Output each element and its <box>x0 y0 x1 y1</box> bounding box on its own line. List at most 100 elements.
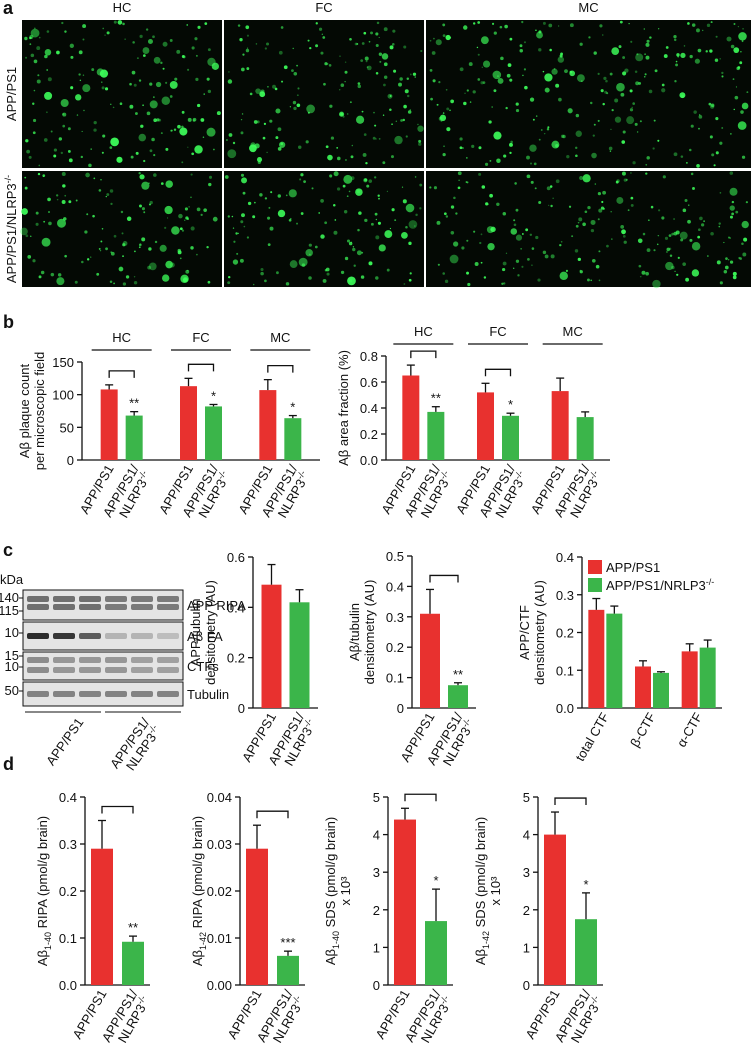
significance: ** <box>431 391 441 406</box>
blot-band <box>53 691 75 697</box>
plaque-spot <box>82 38 85 41</box>
significance: ** <box>453 667 463 682</box>
plaque-spot <box>191 46 195 50</box>
plaque-spot <box>44 91 53 100</box>
significance-bracket <box>404 793 437 802</box>
plaque-spot <box>642 232 646 236</box>
marker-label: 15 <box>5 648 19 663</box>
plaque-spot <box>709 49 713 53</box>
plaque-spot <box>260 267 264 272</box>
plaque-spot <box>153 96 155 98</box>
plaque-spot <box>709 135 713 139</box>
plaque-spot <box>274 87 278 91</box>
plaque-spot <box>260 271 264 276</box>
plaque-spot <box>132 41 135 44</box>
plaque-spot <box>562 134 566 139</box>
plaque-spot <box>560 52 563 56</box>
marker-label: 10 <box>5 625 19 640</box>
plaque-spot <box>232 141 236 145</box>
plaque-spot <box>469 101 472 103</box>
plaque-spot <box>636 131 639 133</box>
row-label: APP/PS1/NLRP3-/- <box>3 175 19 283</box>
blot-band <box>131 667 153 673</box>
plaque-spot <box>484 162 489 166</box>
plaque-spot <box>228 275 231 279</box>
plaque-spot <box>356 42 359 45</box>
plaque-spot <box>257 160 261 165</box>
plaque-spot <box>696 164 700 168</box>
plaque-spot <box>487 242 495 251</box>
blot-band <box>53 667 75 673</box>
micrograph <box>426 171 751 287</box>
plaque-spot <box>64 254 67 258</box>
plaque-spot <box>35 222 39 226</box>
plaque-spot <box>505 252 508 254</box>
plaque-spot <box>161 96 171 105</box>
text-part: RIPA (pmol/g brain) <box>190 816 205 932</box>
plaque-spot <box>636 53 639 56</box>
plaque-spot <box>409 272 412 275</box>
plaque-spot <box>529 233 533 236</box>
plaque-spot <box>538 138 541 141</box>
plaque-spot <box>112 106 115 109</box>
y-tick-label: 100 <box>52 388 74 403</box>
plaque-spot <box>676 53 680 57</box>
plaque-spot <box>648 89 653 94</box>
plaque-spot <box>569 70 573 74</box>
plaque-spot <box>207 48 211 52</box>
plaque-spot <box>143 159 146 163</box>
plaque-spot <box>300 212 304 215</box>
plaque-spot <box>227 281 231 285</box>
blot-band <box>105 604 127 610</box>
bar <box>259 390 277 460</box>
plaque-spot <box>375 32 379 36</box>
significance-bracket <box>410 350 437 359</box>
plaque-spot <box>610 211 612 213</box>
plaque-spot <box>729 171 734 175</box>
blot-band <box>157 596 179 602</box>
text-part: 1-42 <box>481 931 491 949</box>
plaque-spot <box>500 56 504 61</box>
blot-band <box>79 633 101 639</box>
plaque-spot <box>534 187 537 190</box>
plaque-spot <box>513 267 515 269</box>
plaque-spot <box>278 50 283 55</box>
plaque-spot <box>480 81 484 85</box>
plaque-spot <box>414 176 417 178</box>
y-tick-label: 1 <box>373 940 380 955</box>
plaque-spot <box>503 154 507 158</box>
plaque-spot <box>240 131 244 135</box>
plaque-spot <box>308 243 312 247</box>
plaque-spot <box>134 112 138 116</box>
plaque-spot <box>405 135 408 138</box>
plaque-spot <box>604 90 608 94</box>
plaque-spot <box>363 133 367 136</box>
plaque-spot <box>100 240 103 243</box>
plaque-spot <box>285 194 288 197</box>
bar <box>699 647 716 708</box>
plaque-spot <box>443 145 445 148</box>
y-tick-label: 0.6 <box>227 550 245 565</box>
y-tick-label: 0.0 <box>360 453 378 468</box>
plaque-spot <box>429 186 432 189</box>
plaque-spot <box>548 23 553 28</box>
plaque-spot <box>391 208 395 212</box>
plaque-spot <box>682 208 687 213</box>
plaque-spot <box>698 115 703 119</box>
plaque-spot <box>652 147 655 150</box>
plaque-spot <box>320 198 324 203</box>
plaque-spot <box>386 190 389 193</box>
plaque-spot <box>122 255 124 258</box>
plaque-spot <box>535 115 538 117</box>
plaque-spot <box>101 228 104 230</box>
unit-label: kDa <box>0 572 24 587</box>
plaque-spot <box>194 145 203 154</box>
plaque-spot <box>575 154 578 158</box>
plaque-spot <box>125 275 130 279</box>
plaque-spot <box>197 103 201 108</box>
plaque-spot <box>579 42 583 46</box>
plaque-spot <box>680 155 684 158</box>
plaque-spot <box>281 80 284 83</box>
plaque-spot <box>438 116 443 121</box>
plaque-spot <box>320 234 325 239</box>
